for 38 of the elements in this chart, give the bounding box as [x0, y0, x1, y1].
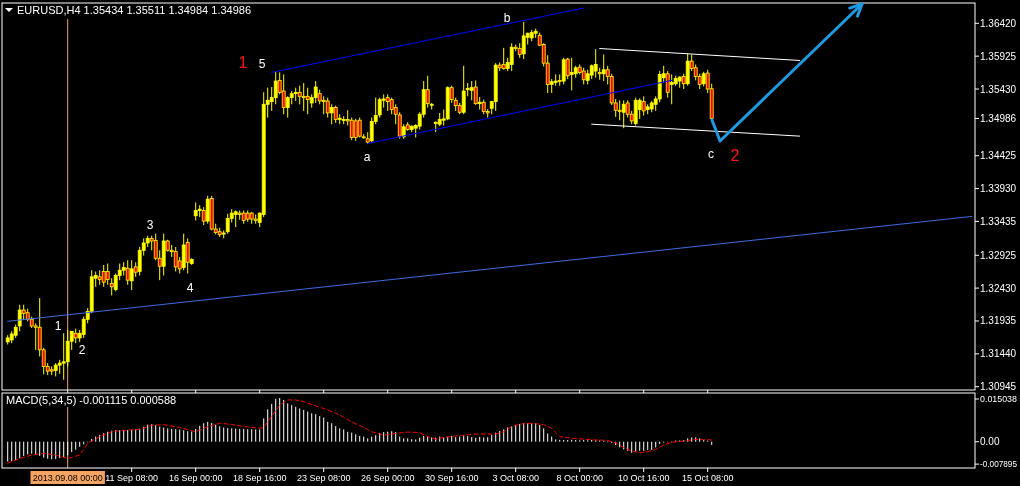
y-tick-label: 1.31935	[980, 315, 1017, 327]
y-tick-label: 1.35925	[980, 50, 1017, 62]
y-tick-label: 1.32925	[980, 249, 1017, 261]
y-tick-label: -0.007895	[980, 460, 1018, 469]
x-tick-label: 2013.09.08 00:00	[32, 473, 103, 483]
y-tick-label: 1.34986	[980, 112, 1017, 124]
y-tick-label: 1.31440	[980, 348, 1017, 360]
x-tick-label: 3 Oct 08:00	[492, 473, 539, 483]
annotation: a	[363, 150, 371, 165]
y-tick-label: 1.35430	[980, 83, 1017, 95]
annotation: b	[503, 11, 511, 26]
y-tick-label: 1.36420	[980, 17, 1017, 29]
annotation: 2	[730, 146, 740, 164]
annotation: 1	[238, 53, 248, 71]
chart-title: MACD(5,34,5) -0.001115 0.000588	[6, 394, 177, 406]
y-tick-label: 1.32430	[980, 282, 1017, 294]
chart-title: EURUSD,H4 1.35434 1.35511 1.34984 1.34986	[17, 4, 252, 16]
y-tick-label: 0.015038	[980, 394, 1018, 405]
x-tick-label: 23 Sep 08:00	[296, 473, 351, 483]
y-tick-label: 1.34425	[980, 150, 1017, 162]
x-tick-label: 18 Sep 16:00	[232, 473, 287, 483]
y-tick-label: 1.30945	[980, 381, 1017, 393]
annotation: 2	[78, 343, 86, 358]
x-tick-label: 11 Sep 08:00	[105, 473, 159, 483]
annotation: 3	[146, 218, 154, 233]
annotation: c	[708, 147, 714, 162]
x-tick-label: 30 Sep 16:00	[424, 473, 479, 483]
x-tick-label: 8 Oct 00:00	[556, 473, 603, 483]
x-tick-label: 16 Sep 00:00	[168, 473, 223, 483]
y-tick-label: 1.33930	[980, 183, 1017, 195]
x-tick-label: 10 Oct 16:00	[617, 473, 670, 483]
annotation: 4	[186, 281, 194, 296]
annotation: 5	[258, 57, 266, 72]
annotation: 1	[54, 319, 62, 334]
y-tick-label: 1.33435	[980, 215, 1017, 227]
x-tick-label: 26 Sep 00:00	[360, 473, 415, 483]
x-tick-label: 15 Oct 08:00	[681, 473, 734, 483]
y-tick-label: 0.00	[980, 436, 1000, 448]
